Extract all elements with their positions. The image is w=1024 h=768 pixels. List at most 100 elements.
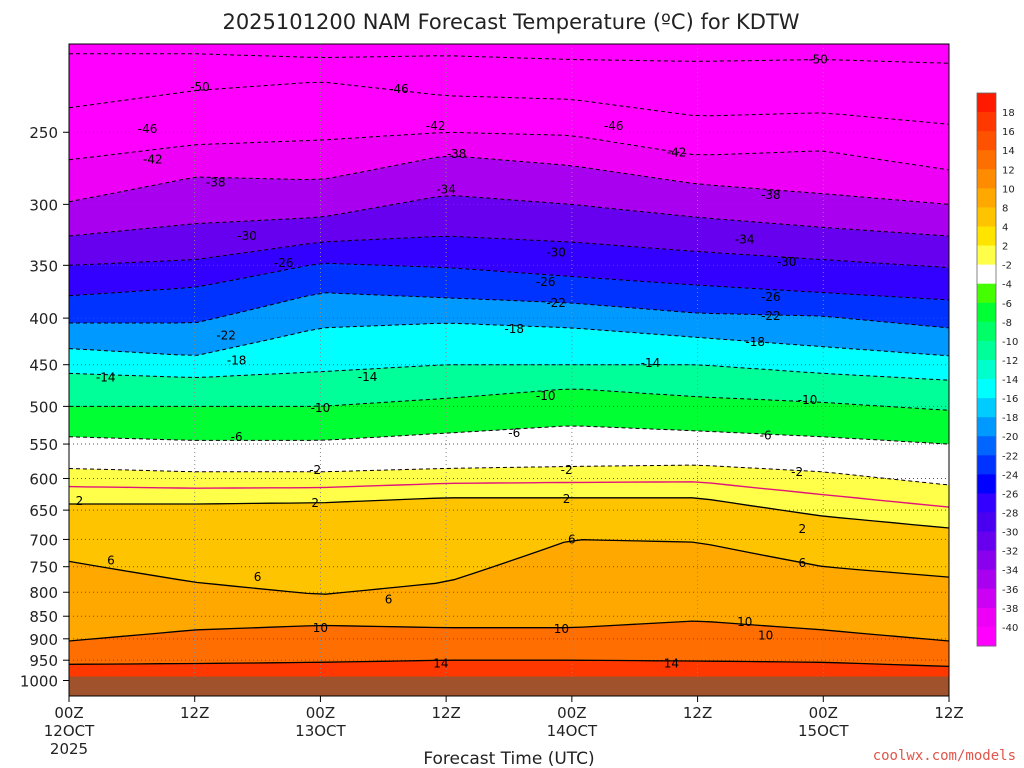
x-tick-label: 12Z xyxy=(934,704,963,722)
isotherm-contours xyxy=(69,53,949,668)
colorbar-label: -38 xyxy=(1002,604,1018,615)
colorbar-swatch xyxy=(977,207,996,227)
contour-label: 6 xyxy=(568,532,576,546)
isotherm-line xyxy=(69,262,949,301)
y-tick-label: 250 xyxy=(29,124,58,142)
contour-label: -26 xyxy=(761,290,781,304)
colorbar-frame xyxy=(976,92,997,647)
colorbar-swatch xyxy=(977,398,996,418)
x-tick-label: 2025 xyxy=(50,740,88,758)
isotherm-line xyxy=(69,81,949,125)
contour-label: 10 xyxy=(737,615,752,629)
temperature-band xyxy=(69,389,949,445)
colorbar-label: 12 xyxy=(1002,165,1015,176)
contour-label: -18 xyxy=(227,353,247,367)
contour-label: -42 xyxy=(426,119,446,133)
credit-text: coolwx.com/models xyxy=(873,748,1016,764)
contour-label: -30 xyxy=(237,229,257,243)
temperature-band xyxy=(69,292,949,356)
temperature-band xyxy=(69,539,949,641)
colorbar-swatch xyxy=(977,493,996,514)
colorbar-swatch xyxy=(977,150,996,170)
temperature-band xyxy=(69,155,949,236)
temperature-band xyxy=(69,44,949,64)
contour-label: 14 xyxy=(433,657,448,671)
contour-label: -14 xyxy=(358,370,378,384)
colorbar-label: 4 xyxy=(1002,222,1008,233)
isotherm-line xyxy=(69,620,949,642)
contour-label: -10 xyxy=(536,389,556,403)
colorbar-swatch xyxy=(977,245,996,266)
colorbar-swatch xyxy=(977,531,996,552)
colorbar-swatch xyxy=(977,359,996,380)
temperature-band xyxy=(69,236,949,300)
colorbar-label: -12 xyxy=(1002,356,1018,367)
colorbar-swatch xyxy=(977,474,996,494)
contour-label: -2 xyxy=(561,463,573,477)
y-tick-label: 800 xyxy=(29,584,58,602)
colorbar-swatch xyxy=(977,226,996,247)
y-tick-label: 1000 xyxy=(20,672,58,690)
contour-label: 6 xyxy=(385,593,393,607)
colorbar-swatch xyxy=(977,264,996,285)
colorbar-label: -8 xyxy=(1002,318,1012,329)
contour-label: -50 xyxy=(190,80,210,94)
colorbar-label: 2 xyxy=(1002,242,1008,253)
x-tick-label: 00Z xyxy=(557,704,586,722)
contour-label: -2 xyxy=(309,463,321,477)
colorbar-swatch xyxy=(977,607,996,628)
colorbar-swatch xyxy=(977,321,996,342)
x-tick-label: 12OCT xyxy=(44,722,95,740)
y-tick-label: 450 xyxy=(29,357,58,375)
colorbar-swatch xyxy=(977,569,996,590)
colorbar-swatch xyxy=(977,283,996,304)
y-tick-label: 900 xyxy=(29,631,58,649)
colorbar-swatch xyxy=(977,588,996,609)
colorbar-swatch xyxy=(977,550,996,571)
colorbar-label: 18 xyxy=(1002,108,1015,119)
contour-label: 2 xyxy=(76,494,84,508)
x-axis-label: Forecast Time (UTC) xyxy=(423,749,594,768)
isotherm-line xyxy=(69,322,949,357)
contour-label: -10 xyxy=(311,401,331,415)
colorbar-label: -6 xyxy=(1002,299,1012,310)
temperature-band xyxy=(69,621,949,667)
isotherm-line xyxy=(69,497,949,529)
contour-label: -50 xyxy=(808,53,828,67)
colorbar-swatch xyxy=(977,188,996,208)
colorbar-label: -30 xyxy=(1002,528,1018,539)
temperature-bands xyxy=(69,44,949,696)
y-tick-label: 700 xyxy=(29,531,58,549)
isotherm-line xyxy=(69,195,949,237)
x-tick-label: 00Z xyxy=(306,704,335,722)
colorbar-label: 14 xyxy=(1002,146,1015,157)
contour-label: 2 xyxy=(311,496,319,510)
contour-label: -14 xyxy=(96,371,116,385)
temperature-band xyxy=(69,82,949,170)
contour-label: 10 xyxy=(554,622,569,636)
contour-label: -34 xyxy=(436,183,456,197)
contour-label: 6 xyxy=(799,556,807,570)
y-tick-label: 400 xyxy=(29,310,58,328)
colorbar-label: -18 xyxy=(1002,413,1018,424)
temperature-band xyxy=(69,323,949,381)
contour-label: 2 xyxy=(799,522,807,536)
x-tick-label: 15OCT xyxy=(798,722,849,740)
contour-label: 14 xyxy=(664,657,679,671)
isotherm-line xyxy=(69,539,949,595)
contour-label: -46 xyxy=(604,119,624,133)
y-tick-label: 550 xyxy=(29,436,58,454)
contour-label: 10 xyxy=(313,621,328,635)
colorbar-label: -32 xyxy=(1002,547,1018,558)
colorbar-label: 8 xyxy=(1002,203,1008,214)
contour-label: -46 xyxy=(389,82,409,96)
contour-label: -18 xyxy=(504,322,524,336)
y-tick-label: 500 xyxy=(29,398,58,416)
colorbar-swatch xyxy=(977,379,996,399)
plot-frame xyxy=(68,43,950,697)
colorbar-label: -20 xyxy=(1002,432,1018,443)
colorbar-swatch xyxy=(977,512,996,533)
y-tick-label: 850 xyxy=(29,608,58,626)
x-tick-label: 12Z xyxy=(431,704,460,722)
x-tick-label: 14OCT xyxy=(547,722,598,740)
